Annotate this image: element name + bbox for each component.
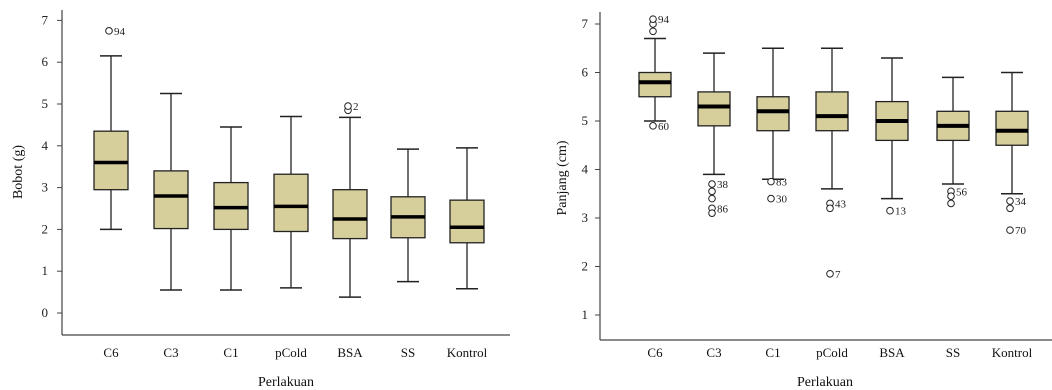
x-axis-title: Perlakuan: [797, 375, 853, 390]
category-label: C6: [647, 345, 663, 360]
category-label: C6: [103, 345, 119, 360]
box-BSA: 13: [875, 57, 909, 218]
outlier-point: [1006, 204, 1014, 213]
outlier-label: 60: [658, 121, 670, 133]
outlier-point: [947, 192, 955, 200]
outlier-label: 94: [114, 26, 126, 38]
outlier-point: [708, 180, 716, 188]
category-labels: C6 C3 C1 pCold BSA SS Kontrol: [103, 345, 487, 360]
box-iqr: [449, 199, 485, 244]
y-tick-label: 3: [42, 180, 49, 195]
box-iqr: [815, 91, 849, 132]
outlier-label: 43: [835, 198, 847, 210]
box-iqr: [273, 173, 309, 233]
box-iqr: [697, 91, 731, 127]
outlier-label: 83: [776, 177, 788, 189]
category-label: Kontrol: [447, 345, 488, 360]
outlier-point: [649, 27, 657, 36]
box-Kontrol: [449, 147, 485, 290]
outlier-point: [649, 15, 657, 23]
outlier-label: 30: [776, 194, 788, 206]
box-iqr: [756, 96, 790, 132]
category-label: C3: [163, 345, 178, 360]
y-tick-label: 4: [42, 138, 49, 153]
y-tick-label: 0: [42, 305, 49, 320]
category-label: Kontrol: [992, 345, 1033, 360]
outlier-point: [1006, 226, 1014, 234]
box-iqr: [995, 110, 1029, 146]
outlier-point: [767, 194, 775, 203]
outlier-point: [708, 187, 716, 196]
y-tick-label: 1: [42, 263, 49, 278]
category-label: BSA: [879, 345, 905, 360]
outlier-label: 38: [717, 179, 729, 191]
outlier-label: 94: [658, 14, 670, 26]
outlier-point: [947, 199, 955, 208]
category-label: BSA: [337, 345, 363, 360]
y-tick-label: 2: [42, 221, 49, 236]
outlier-point: [708, 194, 716, 203]
outlier-point: [708, 209, 716, 217]
box-C6: 94: [93, 26, 129, 231]
category-label: C1: [765, 345, 780, 360]
category-label: pCold: [275, 345, 307, 360]
y-tick-label: 1: [582, 307, 589, 322]
box-pCold: [273, 115, 309, 289]
category-label: SS: [946, 345, 960, 360]
outlier-point: [344, 102, 352, 110]
category-label: C3: [706, 345, 721, 360]
box-C3: 38 86: [697, 52, 731, 217]
y-tick-label: 6: [582, 65, 589, 80]
box-iqr: [638, 71, 672, 98]
outlier-label: 56: [956, 186, 968, 198]
box-iqr: [93, 130, 129, 191]
box-iqr: [153, 170, 189, 230]
outlier-label: 13: [895, 206, 907, 218]
y-tick-label: 7: [582, 16, 589, 31]
y-tick-label: 4: [582, 162, 589, 177]
boxes: 94 2: [93, 26, 485, 298]
outlier-point: [826, 269, 834, 278]
y-tick-label: 6: [42, 54, 49, 69]
y-axis-title: Bobot (g): [11, 145, 26, 199]
box-C1: [213, 126, 249, 291]
outlier-label: 86: [717, 203, 729, 215]
y-tick-label: 7: [42, 12, 49, 27]
box-C3: [153, 92, 189, 291]
outlier-point: [649, 122, 657, 130]
y-tick-label: 2: [582, 259, 589, 274]
outlier-point: [886, 206, 894, 215]
y-axis-title: Panjang (cm): [555, 140, 570, 215]
y-tick-label: 5: [582, 113, 589, 128]
x-axis-title: Perlakuan: [258, 375, 314, 390]
box-SS: [390, 148, 426, 283]
outlier-label: 7: [835, 269, 841, 281]
category-labels: C6 C3 C1 pCold BSA SS Kontrol: [647, 345, 1032, 360]
box-C6: 94 60: [638, 14, 672, 133]
box-Kontrol: 34 70: [995, 71, 1029, 237]
outlier-point: [767, 177, 775, 186]
category-label: C1: [223, 345, 238, 360]
category-label: pCold: [816, 345, 848, 360]
box-BSA: 2: [332, 101, 368, 298]
y-ticks: 1 2 3 4 5 6 7: [582, 16, 600, 322]
box-pCold: 43 7: [815, 47, 849, 281]
category-label: SS: [401, 345, 415, 360]
outlier-point: [1006, 197, 1014, 205]
y-tick-label: 5: [42, 96, 49, 111]
box-iqr: [332, 189, 368, 240]
outlier-point: [105, 27, 113, 35]
chart-bobot: Bobot (g) Perlakuan 0 1 2 3 4 5 6 7 94 2 C6 C3 C1 p…: [11, 10, 510, 390]
y-ticks: 0 1 2 3 4 5 6 7: [42, 12, 62, 320]
outlier-point: [826, 204, 834, 213]
y-tick-label: 3: [582, 210, 589, 225]
outlier-label: 2: [353, 101, 359, 113]
outlier-label: 34: [1015, 196, 1027, 208]
outlier-label: 70: [1015, 225, 1027, 237]
box-SS: 56: [936, 76, 970, 208]
